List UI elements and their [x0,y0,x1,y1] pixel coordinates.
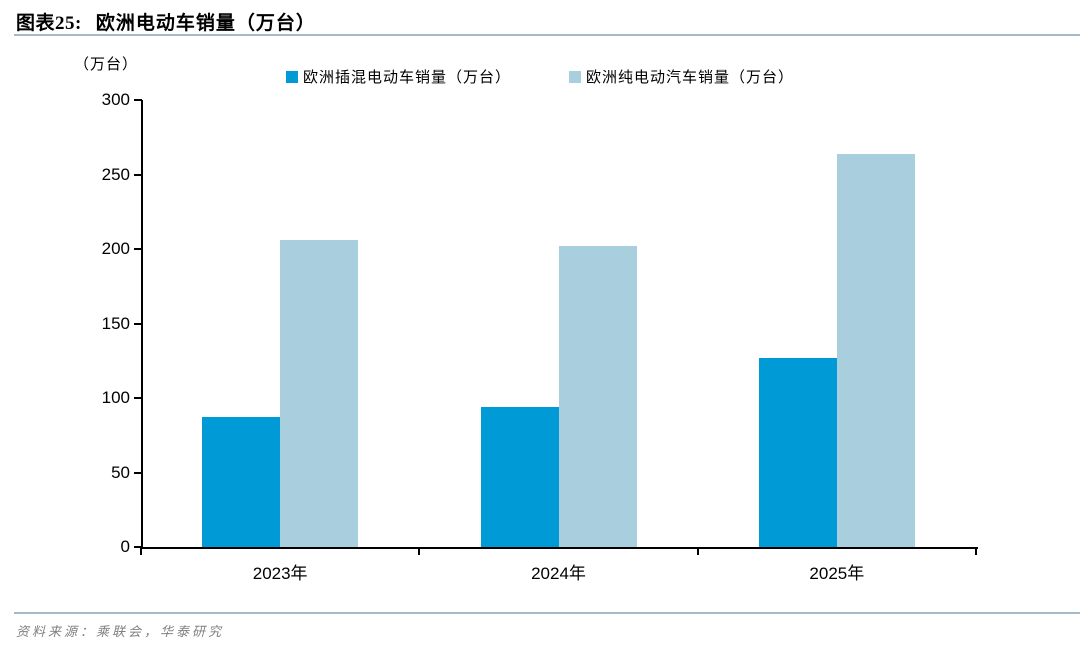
y-tick-label: 250 [101,164,130,184]
y-tick-mark [134,248,142,250]
bar-phev-2023年 [202,417,281,547]
figure-label: 图表25: [16,13,82,34]
y-tick-label: 300 [101,90,130,109]
x-tick-mark [140,547,142,555]
y-tick-label: 100 [101,388,130,407]
title-divider [14,34,1080,36]
y-tick-label: 50 [111,462,130,482]
x-tick-mark [418,547,421,555]
x-tick-mark [975,547,977,555]
phev-series-swatch-icon [285,70,298,83]
x-axis-label: 2025年 [809,564,865,583]
chart-legend: 欧洲插混电动车销量（万台） 欧洲纯电动汽车销量（万台） [285,66,794,87]
bar-bev-2023年 [280,240,359,547]
legend-item-bev: 欧洲纯电动汽车销量（万台） [569,66,794,87]
x-tick-mark [696,547,699,555]
legend-label-phev: 欧洲插混电动车销量（万台） [302,70,511,86]
y-tick-mark [134,173,142,176]
bar-bev-2025年 [836,153,915,547]
y-tick-mark [134,546,142,548]
legend-label-bev: 欧洲纯电动汽车销量（万台） [586,70,795,86]
y-tick-mark [134,397,142,399]
y-tick-label: 200 [101,239,130,258]
y-tick-mark [134,99,142,101]
bar-bev-2024年 [558,246,637,547]
y-tick-label: 150 [101,313,130,333]
y-tick-mark [134,322,142,325]
x-axis-label: 2023年 [252,564,308,583]
bev-series-swatch-icon [569,70,581,83]
y-tick-mark [134,471,142,474]
legend-item-phev: 欧洲插混电动车销量（万台） [285,66,511,87]
figure-name: 欧洲电动车销量（万台） [95,13,316,34]
source-text: 资料来源：乘联会，华泰研究 [16,624,225,639]
bar-phev-2025年 [758,357,837,547]
plot-area [141,100,978,549]
footer-divider [14,612,1080,614]
y-axis-unit-label: （万台） [74,57,139,73]
y-tick-label: 0 [120,537,130,556]
x-axis-label: 2024年 [531,564,586,583]
figure-title: 图表25: 欧洲电动车销量（万台） [16,8,316,35]
bar-phev-2024年 [480,406,559,547]
